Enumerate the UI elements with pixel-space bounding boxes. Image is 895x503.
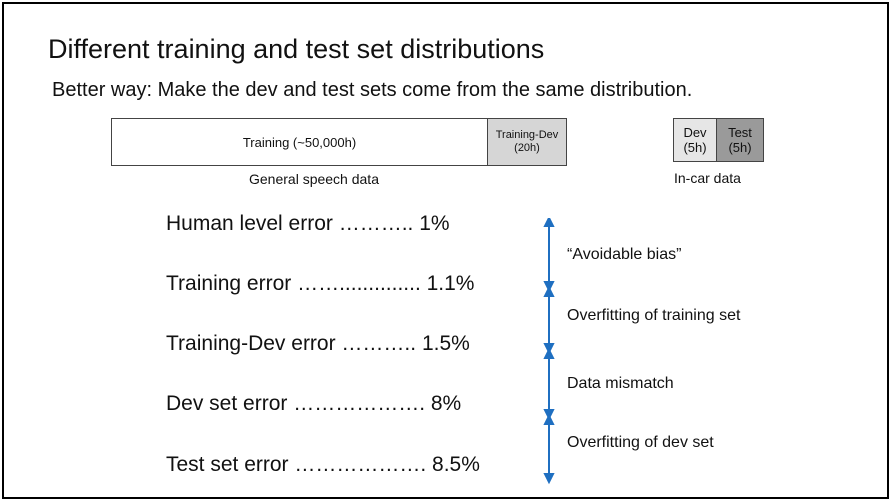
test-set-error-row: Test set error ………………. 8.5%	[166, 453, 480, 476]
avoidable-bias-label: “Avoidable bias”	[567, 246, 682, 263]
test-label: Test	[728, 125, 752, 140]
training-dev-label: Training-Dev	[495, 129, 559, 141]
training-dev-hours: (20h)	[514, 142, 540, 154]
slide: Different training and test set distribu…	[2, 2, 889, 499]
training-set-box: Training (~50,000h)	[111, 118, 488, 166]
in-car-caption: In-car data	[674, 170, 741, 186]
dev-overfit-label: Overfitting of dev set	[567, 434, 714, 451]
training-dev-error-row: Training-Dev error ……….. 1.5%	[166, 332, 470, 355]
slide-subtitle: Better way: Make the dev and test sets c…	[52, 79, 693, 101]
training-dev-set-box: Training-Dev (20h)	[487, 118, 567, 166]
dev-set-box: Dev (5h)	[673, 118, 717, 162]
general-speech-caption: General speech data	[249, 171, 379, 187]
test-hours: (5h)	[728, 140, 752, 155]
dev-label: Dev	[683, 125, 707, 140]
data-mismatch-label: Data mismatch	[567, 375, 674, 392]
dev-set-error-row: Dev set error ………………. 8%	[166, 392, 462, 415]
gap-arrows	[543, 218, 555, 485]
training-overfit-label: Overfitting of training set	[567, 307, 741, 324]
test-set-box: Test (5h)	[716, 118, 764, 162]
slide-title: Different training and test set distribu…	[48, 34, 545, 64]
training-set-label: Training (~50,000h)	[242, 134, 357, 150]
human-level-error-row: Human level error ……….. 1%	[166, 212, 450, 235]
training-error-row: Training error …….............. 1.1%	[166, 272, 475, 295]
dev-hours: (5h)	[683, 140, 707, 155]
